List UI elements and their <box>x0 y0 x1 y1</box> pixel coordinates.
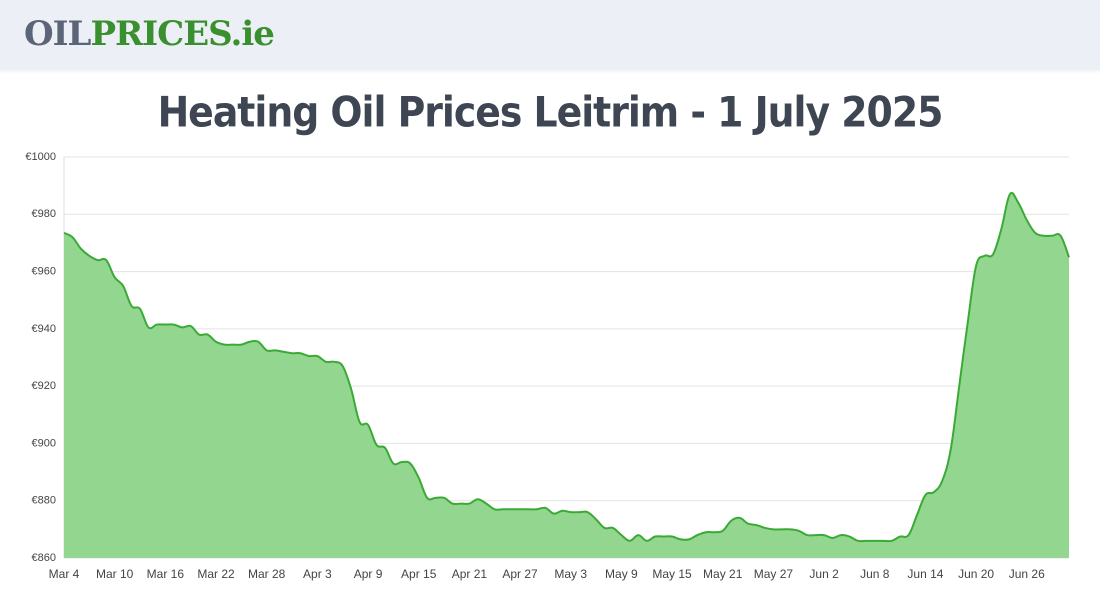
x-tick-label: Apr 15 <box>401 567 437 581</box>
x-tick-label: Jun 14 <box>907 567 943 581</box>
y-tick-label: €900 <box>32 437 56 449</box>
x-tick-label: Jun 20 <box>958 567 994 581</box>
x-tick-label: Apr 3 <box>303 567 332 581</box>
y-tick-label: €860 <box>32 552 56 564</box>
x-tick-label: Mar 16 <box>147 567 185 581</box>
area-fill <box>64 192 1069 558</box>
x-tick-label: May 15 <box>652 567 692 581</box>
chart-title: Heating Oil Prices Leitrim - 1 July 2025 <box>158 88 943 137</box>
y-tick-label: €920 <box>32 380 56 392</box>
x-tick-label: Apr 9 <box>354 567 383 581</box>
y-tick-label: €1000 <box>25 151 56 163</box>
x-tick-label: May 3 <box>554 567 587 581</box>
y-tick-label: €880 <box>32 495 56 507</box>
x-tick-label: May 9 <box>605 567 638 581</box>
x-tick-label: Jun 8 <box>860 567 890 581</box>
x-tick-label: Mar 4 <box>49 567 80 581</box>
x-tick-label: Jun 26 <box>1009 567 1045 581</box>
header: OILPRICES.ie <box>0 0 1100 70</box>
x-tick-label: May 27 <box>754 567 794 581</box>
y-tick-label: €980 <box>32 208 56 220</box>
logo[interactable]: OILPRICES.ie <box>24 14 275 54</box>
price-line <box>63 191 1070 543</box>
y-tick-label: €960 <box>32 265 56 277</box>
x-tick-label: Mar 22 <box>197 567 235 581</box>
x-tick-label: Apr 21 <box>452 567 488 581</box>
y-tick-label: €940 <box>32 323 56 335</box>
x-tick-label: Apr 27 <box>502 567 538 581</box>
x-tick-label: May 21 <box>703 567 743 581</box>
logo-left: OIL <box>24 14 91 54</box>
logo-right: PRICES.ie <box>90 14 274 54</box>
x-tick-label: Jun 2 <box>809 567 839 581</box>
x-tick-label: Mar 28 <box>248 567 286 581</box>
x-tick-label: Mar 10 <box>96 567 134 581</box>
chart: Heating Oil Prices Leitrim - 1 July 2025… <box>25 88 1070 581</box>
